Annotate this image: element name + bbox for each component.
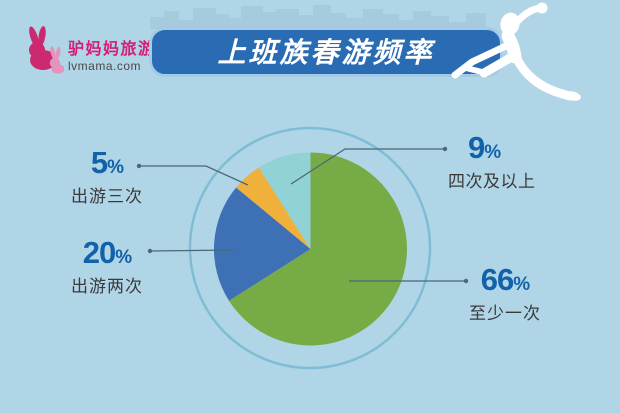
pct-sign: %	[107, 157, 124, 178]
pct-caption: 出游三次	[71, 187, 143, 206]
page-title: 上班族春游频率	[217, 37, 435, 68]
pct-number: 9	[468, 130, 485, 165]
pct-number: 66	[480, 262, 514, 297]
callout-line-three-times	[139, 165, 249, 186]
label-twice: 20% 出游两次	[66, 237, 148, 297]
callout-lines-group	[139, 148, 466, 282]
pct-sign: %	[115, 247, 132, 268]
city-skyline-silhouette	[150, 5, 486, 29]
pct-value-twice: 20%	[66, 237, 148, 268]
pct-caption: 出游两次	[71, 277, 143, 296]
brand-logo: 驴妈妈旅游 lvmama.com	[20, 26, 156, 74]
pie-slice-2	[236, 167, 311, 249]
pct-sign: %	[513, 274, 530, 295]
pie-slice-0	[229, 152, 407, 346]
callout-line-twice	[149, 249, 235, 252]
pct-value-four-plus: 9%	[468, 132, 548, 163]
pct-value-at-least-once: 66%	[464, 264, 546, 295]
pct-value-three-times: 5%	[68, 147, 146, 178]
pie-outer-ring	[188, 126, 432, 370]
pct-caption: 至少一次	[469, 304, 541, 323]
title-banner: 上班族春游频率	[149, 27, 503, 77]
pie-slice-3	[258, 152, 311, 249]
brand-name-cn: 驴妈妈旅游	[68, 41, 156, 58]
pct-sign: %	[484, 142, 501, 163]
label-at-least-once: 66% 至少一次	[464, 264, 546, 324]
label-four-plus: 9% 四次及以上	[448, 132, 548, 192]
running-person-icon	[451, 2, 581, 101]
pie-slice-1	[213, 187, 311, 301]
pct-number: 20	[82, 235, 116, 270]
lvmama-rabbits-icon	[29, 26, 64, 74]
pie-slices-group	[213, 152, 407, 346]
brand-name-en: lvmama.com	[68, 59, 142, 73]
label-three-times: 5% 出游三次	[68, 147, 146, 207]
pct-number: 5	[90, 145, 108, 180]
callout-dots-group	[136, 146, 469, 284]
callout-line-four-plus	[290, 148, 445, 185]
pct-caption: 四次及以上	[448, 172, 536, 191]
